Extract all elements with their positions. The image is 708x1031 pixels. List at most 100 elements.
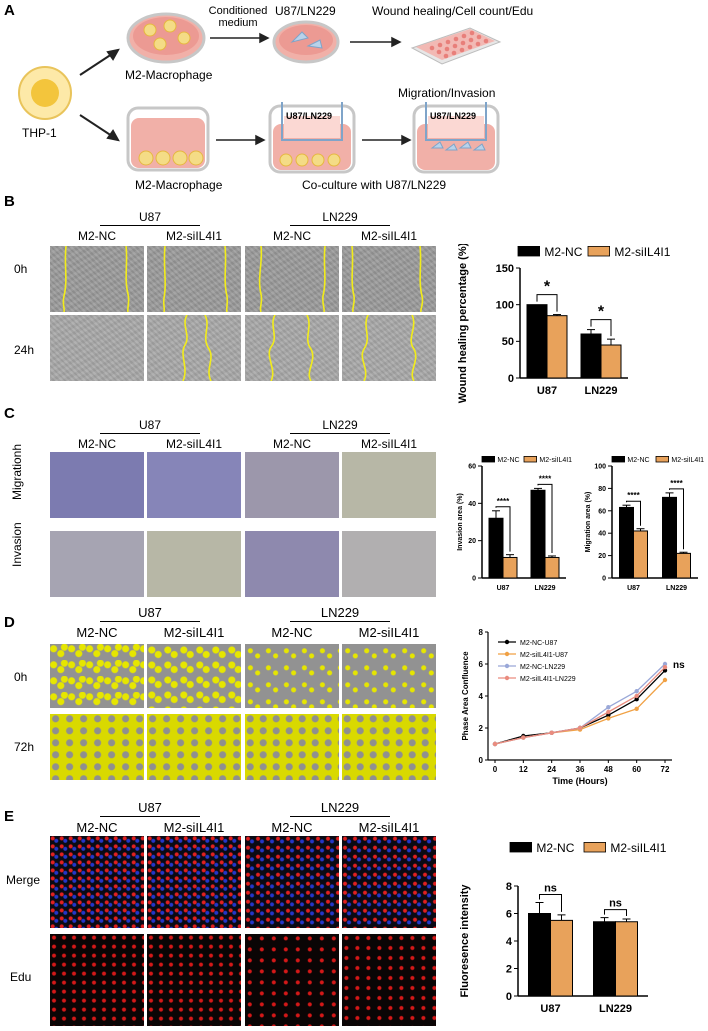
row-label: Migrationh bbox=[10, 443, 24, 500]
data-point bbox=[549, 730, 554, 735]
condition-label: M2-NC bbox=[78, 437, 116, 451]
y-tick-label: 8 bbox=[506, 881, 512, 893]
panel-label-d: D bbox=[4, 614, 15, 631]
y-tick-label: 80 bbox=[598, 486, 606, 493]
significance-bracket bbox=[539, 894, 562, 912]
data-point bbox=[606, 705, 611, 710]
micrograph bbox=[245, 531, 339, 597]
micrograph bbox=[342, 934, 436, 1026]
condition-label: M2-siIL4I1 bbox=[358, 820, 420, 835]
u87-ln229-label-top: U87/LN229 bbox=[275, 4, 336, 18]
data-point bbox=[577, 725, 583, 731]
bar bbox=[526, 304, 548, 379]
micrograph bbox=[147, 934, 241, 1026]
chart-b-wound-healing: 0 50 100 150 Wound healing percentage (%) U87… bbox=[457, 244, 671, 403]
x-tick-label: 24 bbox=[547, 765, 556, 774]
x-tick-label: LN229 bbox=[584, 385, 617, 397]
y-tick-label: 6 bbox=[479, 660, 484, 669]
legend-label: M2-siIL4I1-LN229 bbox=[520, 676, 576, 683]
panel-label-c: C bbox=[4, 405, 15, 422]
u87-dish-icon bbox=[272, 20, 340, 64]
row-label: 24h bbox=[14, 343, 35, 357]
condition-label: M2-siIL4I1 bbox=[165, 437, 223, 451]
condition-label: M2-NC bbox=[76, 625, 118, 640]
y-tick-label: 0 bbox=[472, 575, 476, 582]
micrograph bbox=[342, 714, 436, 780]
micrograph bbox=[342, 531, 436, 597]
x-tick-label: U87 bbox=[497, 585, 510, 592]
significance-label: **** bbox=[497, 497, 510, 506]
coculture-label: Co-culture with U87/LN229 bbox=[302, 178, 447, 192]
row-label: Invasion bbox=[10, 522, 24, 567]
group-underline bbox=[100, 816, 200, 817]
bar bbox=[676, 552, 691, 579]
y-tick-label: 20 bbox=[598, 553, 606, 560]
m2-macrophage-label-bottom: M2-Macrophage bbox=[135, 178, 223, 192]
data-point bbox=[662, 668, 668, 673]
x-tick-label: U87 bbox=[540, 1003, 560, 1015]
panel-label-b: B bbox=[4, 193, 15, 210]
legend-swatch bbox=[523, 456, 538, 463]
arrow-icon bbox=[350, 36, 402, 48]
group-label-u87: U87 bbox=[138, 800, 162, 815]
x-tick-label: 12 bbox=[519, 765, 528, 774]
insert-label-1: U87/LN229 bbox=[286, 111, 333, 121]
condition-label: M2-NC bbox=[78, 229, 116, 243]
legend-label: M2-NC bbox=[497, 457, 519, 464]
micrograph bbox=[342, 246, 436, 312]
m2-beaker-icon bbox=[126, 106, 210, 172]
conditioned-medium-label: Conditioned medium bbox=[208, 5, 268, 29]
micrograph bbox=[342, 315, 436, 381]
legend-swatch bbox=[583, 842, 607, 853]
x-tick-label: U87 bbox=[537, 385, 557, 397]
y-tick-label: 0 bbox=[506, 991, 512, 1003]
thp1-cell-icon bbox=[18, 66, 72, 120]
micrograph bbox=[147, 714, 241, 780]
data-point bbox=[634, 693, 639, 699]
condition-label: M2-NC bbox=[76, 820, 118, 835]
bar bbox=[593, 921, 616, 997]
condition-label: M2-NC bbox=[271, 625, 313, 640]
thp1-label: THP-1 bbox=[22, 126, 57, 140]
data-point bbox=[634, 697, 639, 702]
x-tick-label: 0 bbox=[493, 765, 498, 774]
micrograph bbox=[50, 644, 144, 708]
legend-swatch bbox=[481, 456, 496, 463]
significance-bracket bbox=[669, 488, 684, 550]
group-underline bbox=[100, 433, 200, 434]
legend-label: M2-siIL4I1 bbox=[614, 245, 670, 259]
bar bbox=[662, 496, 677, 579]
legend-label: M2-NC bbox=[536, 841, 574, 855]
group-underline bbox=[100, 621, 200, 622]
micrograph bbox=[147, 452, 241, 518]
group-underline bbox=[100, 225, 200, 226]
significance-label: **** bbox=[627, 491, 640, 500]
significance-bracket bbox=[604, 909, 627, 916]
y-tick-label: 20 bbox=[468, 538, 476, 545]
significance-bracket bbox=[590, 319, 612, 337]
bar bbox=[600, 344, 622, 379]
micrograph bbox=[50, 934, 144, 1026]
condition-label: M2-siIL4I1 bbox=[165, 229, 223, 243]
y-tick-label: 2 bbox=[506, 963, 512, 975]
wound-healing-label: Wound healing/Cell count/Edu bbox=[372, 4, 534, 18]
transwell-icon bbox=[412, 102, 500, 174]
bar bbox=[528, 913, 551, 997]
group-label-ln229: LN229 bbox=[320, 800, 360, 815]
micrograph bbox=[245, 714, 339, 780]
data-point bbox=[521, 735, 526, 740]
significance-label: ns bbox=[673, 660, 685, 671]
bar bbox=[615, 921, 638, 997]
micrograph bbox=[147, 315, 241, 381]
data-point bbox=[492, 741, 498, 747]
y-tick-label: 0 bbox=[508, 373, 514, 385]
legend-label: M2-NC bbox=[544, 245, 582, 259]
condition-label: M2-siIL4I1 bbox=[360, 437, 418, 451]
x-tick-label: LN229 bbox=[666, 585, 687, 592]
y-axis-label: Invasion area (%) bbox=[457, 493, 464, 551]
x-tick-label: 72 bbox=[661, 765, 670, 774]
y-tick-label: 6 bbox=[506, 908, 512, 920]
condition-label: M2-NC bbox=[273, 437, 311, 451]
micrograph bbox=[50, 531, 144, 597]
